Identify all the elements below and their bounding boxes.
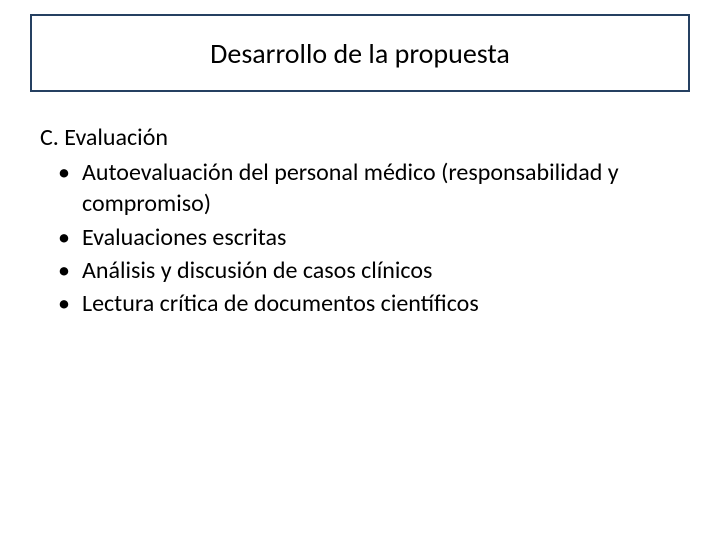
list-item: Autoevaluación del personal médico (resp… bbox=[40, 157, 680, 219]
list-item: Análisis y discusión de casos clínicos bbox=[40, 255, 680, 286]
list-item: Lectura crítica de documentos científico… bbox=[40, 288, 680, 319]
title-box: Desarrollo de la propuesta bbox=[30, 14, 690, 92]
bullet-list: Autoevaluación del personal médico (resp… bbox=[40, 157, 680, 319]
slide-title: Desarrollo de la propuesta bbox=[210, 36, 510, 71]
list-item: Evaluaciones escritas bbox=[40, 222, 680, 253]
content-area: C. Evaluación Autoevaluación del persona… bbox=[40, 122, 680, 321]
section-heading: C. Evaluación bbox=[40, 122, 680, 153]
